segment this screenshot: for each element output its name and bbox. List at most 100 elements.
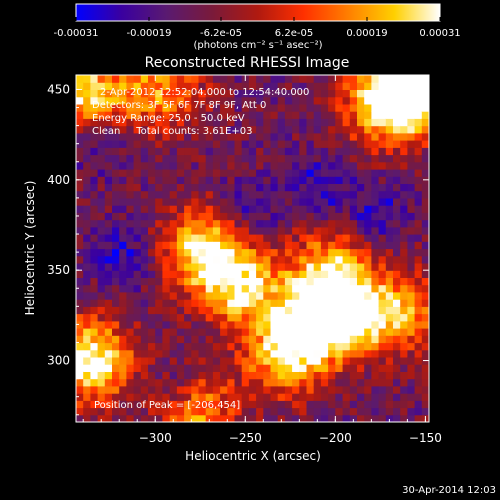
heatmap-pixel: [112, 118, 120, 127]
heatmap-pixel: [248, 342, 257, 351]
heatmap-pixel: [313, 82, 322, 90]
heatmap-pixel: [133, 205, 142, 213]
heatmap-pixel: [393, 96, 401, 105]
heatmap-pixel: [140, 255, 149, 264]
heatmap-pixel: [176, 154, 185, 163]
heatmap-pixel: [256, 313, 264, 322]
heatmap-pixel: [349, 328, 358, 336]
heatmap-pixel: [357, 212, 365, 221]
heatmap-pixel: [335, 335, 344, 344]
heatmap-pixel: [112, 197, 120, 206]
heatmap-pixel: [328, 161, 336, 170]
heatmap-pixel: [198, 328, 207, 336]
heatmap-pixel: [364, 89, 372, 98]
heatmap-pixel: [162, 219, 171, 228]
heatmap-pixel: [140, 147, 149, 156]
heatmap-pixel: [335, 169, 344, 177]
heatmap-pixel: [256, 342, 264, 351]
heatmap-pixel: [76, 118, 84, 127]
heatmap-pixel: [212, 82, 221, 90]
heatmap-pixel: [270, 313, 279, 322]
heatmap-pixel: [284, 219, 293, 228]
heatmap-pixel: [104, 263, 113, 271]
heatmap-pixel: [270, 407, 279, 416]
heatmap-pixel: [385, 212, 394, 221]
heatmap-pixel: [212, 349, 221, 358]
heatmap-pixel: [277, 82, 286, 90]
heatmap-pixel: [198, 349, 207, 358]
heatmap-pixel: [328, 169, 336, 177]
heatmap-pixel: [256, 400, 264, 409]
heatmap-pixel: [234, 226, 243, 235]
heatmap-pixel: [342, 349, 351, 358]
heatmap-pixel: [191, 161, 200, 170]
heatmap-pixel: [357, 371, 365, 380]
heatmap-pixel: [378, 154, 387, 163]
heatmap-pixel: [112, 219, 120, 228]
heatmap-pixel: [140, 335, 149, 344]
heatmap-pixel: [328, 147, 336, 156]
heatmap-pixel: [393, 147, 401, 156]
heatmap-pixel: [227, 263, 236, 271]
heatmap-pixel: [371, 96, 380, 105]
heatmap-pixel: [184, 132, 192, 141]
heatmap-pixel: [306, 313, 315, 322]
heatmap-pixel: [227, 385, 236, 394]
heatmap-pixel: [292, 140, 300, 148]
heatmap-pixel: [385, 356, 394, 365]
heatmap-pixel: [248, 263, 257, 271]
heatmap-pixel: [83, 96, 91, 105]
heatmap-pixel: [263, 335, 272, 344]
heatmap-pixel: [119, 364, 127, 372]
heatmap-pixel: [169, 277, 178, 286]
heatmap-pixel: [198, 226, 207, 235]
heatmap-pixel: [349, 284, 358, 293]
heatmap-pixel: [234, 190, 243, 199]
heatmap-pixel: [349, 255, 358, 264]
heatmap-pixel: [191, 205, 200, 213]
heatmap-pixel: [263, 291, 272, 300]
heatmap-pixel: [184, 176, 192, 184]
heatmap-pixel: [320, 147, 329, 156]
heatmap-pixel: [364, 205, 372, 213]
heatmap-pixel: [119, 306, 127, 315]
heatmap-pixel: [133, 161, 142, 170]
heatmap-pixel: [378, 364, 387, 372]
heatmap-pixel: [299, 226, 308, 235]
heatmap-pixel: [104, 291, 113, 300]
heatmap-pixel: [306, 241, 315, 250]
heatmap-pixel: [126, 335, 135, 344]
heatmap-pixel: [371, 183, 380, 192]
heatmap-pixel: [371, 154, 380, 163]
heatmap-pixel: [400, 320, 408, 329]
heatmap-pixel: [140, 299, 149, 307]
heatmap-pixel: [119, 407, 127, 416]
heatmap-pixel: [212, 299, 221, 307]
heatmap-pixel: [357, 364, 365, 372]
heatmap-pixel: [378, 212, 387, 221]
heatmap-pixel: [97, 320, 106, 329]
heatmap-pixel: [220, 118, 228, 127]
heatmap-pixel: [155, 89, 163, 98]
heatmap-pixel: [306, 197, 315, 206]
heatmap-pixel: [292, 320, 300, 329]
heatmap-pixel: [284, 96, 293, 105]
heatmap-pixel: [248, 270, 257, 278]
heatmap-pixel: [263, 147, 272, 156]
heatmap-pixel: [234, 364, 243, 372]
heatmap-pixel: [342, 197, 351, 206]
heatmap-pixel: [421, 190, 429, 199]
heatmap-pixel: [133, 75, 142, 83]
heatmap-pixel: [407, 169, 416, 177]
heatmap-pixel: [364, 284, 372, 293]
heatmap-pixel: [133, 219, 142, 228]
heatmap-pixel: [83, 205, 91, 213]
heatmap-pixel: [148, 400, 156, 409]
heatmap-pixel: [414, 284, 423, 293]
heatmap-pixel: [378, 393, 387, 401]
heatmap-pixel: [176, 306, 185, 315]
heatmap-pixel: [205, 147, 214, 156]
heatmap-pixel: [220, 299, 228, 307]
heatmap-pixel: [270, 356, 279, 365]
heatmap-pixel: [126, 183, 135, 192]
